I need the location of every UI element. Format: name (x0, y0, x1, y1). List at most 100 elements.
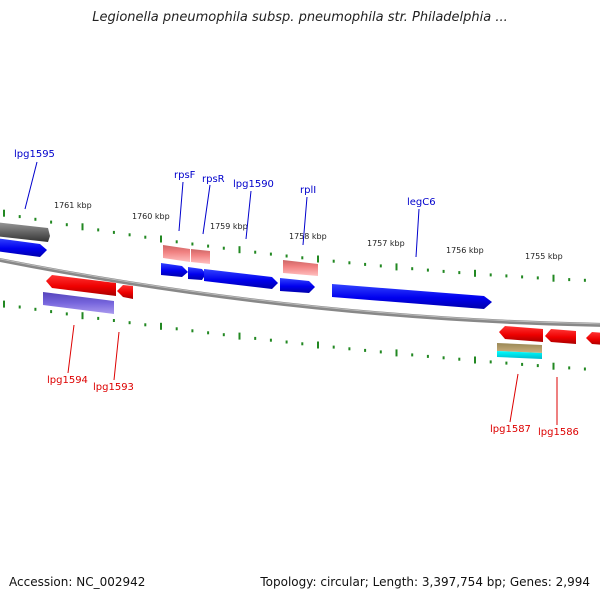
tick-mark-bottom (348, 347, 351, 351)
gene-label-lpg1594[interactable]: lpg1594 (47, 375, 88, 386)
gene-label-lpg1593[interactable]: lpg1593 (93, 382, 134, 393)
map-title: Legionella pneumophila subsp. pneumophil… (92, 10, 508, 25)
tick-mark-top (128, 233, 131, 237)
tick-mark-top (474, 269, 476, 277)
tick-mark-top (442, 269, 445, 273)
tick-mark-top (191, 242, 194, 246)
tick-mark-top (18, 215, 21, 219)
tick-mark-bottom (426, 354, 429, 358)
tick-mark-bottom (238, 332, 241, 340)
rna-feature-rpsF[interactable] (163, 245, 190, 262)
tick-mark-top (34, 217, 37, 221)
tick-mark-top (505, 274, 508, 278)
gene-arrow-lpg1586[interactable] (545, 329, 576, 344)
tick-row-top (3, 209, 586, 282)
tick-mark-bottom (317, 341, 319, 349)
tick-mark-top (458, 271, 461, 275)
rna-feature-rpsR[interactable] (191, 249, 210, 264)
tick-mark-bottom (332, 345, 335, 349)
kbp-label-1760: 1760 kbp (132, 212, 170, 221)
tick-mark-top (332, 259, 335, 263)
gene-arrow-lpg1593[interactable] (117, 285, 133, 299)
leader-lines-bottom (67, 324, 558, 425)
tick-mark-bottom (97, 316, 100, 320)
gene-arrow-rpsR[interactable] (188, 267, 206, 280)
tick-mark-bottom (552, 362, 555, 370)
gene-arrow-legC6[interactable] (332, 284, 492, 309)
genome-backbone (0, 257, 600, 327)
tick-mark-bottom (34, 307, 37, 311)
gene-label-lpg1587[interactable]: lpg1587 (490, 424, 531, 435)
tick-mark-bottom (222, 333, 225, 337)
tick-mark-bottom (50, 310, 53, 314)
tick-mark-bottom (442, 356, 445, 360)
gene-arrow-lpg1587[interactable] (499, 326, 543, 342)
tick-mark-top (364, 262, 367, 266)
tick-mark-top (65, 223, 68, 227)
gene-arrow-rplI[interactable] (280, 278, 315, 293)
tick-mark-bottom (18, 305, 21, 309)
tick-row-bottom (3, 300, 586, 371)
gene-label-lpg1586[interactable]: lpg1586 (538, 427, 579, 438)
gene-label-legC6[interactable]: legC6 (407, 197, 436, 208)
tick-mark-bottom (521, 362, 524, 366)
gene-label-lpg1595[interactable]: lpg1595 (14, 149, 55, 160)
tick-mark-bottom (568, 366, 571, 370)
tick-mark-bottom (379, 350, 382, 354)
tick-mark-bottom (285, 340, 288, 344)
gray-feature[interactable] (0, 222, 50, 242)
tick-mark-top (3, 209, 5, 217)
tan-feature[interactable] (497, 343, 542, 353)
accession-text: Accession: NC_002942 (9, 575, 146, 589)
tick-mark-top (317, 255, 319, 263)
gene-label-rplI[interactable]: rplI (300, 185, 316, 196)
gene-arrow-rpsF[interactable] (161, 263, 188, 277)
gene-arrow-right-edge[interactable] (586, 332, 600, 345)
tick-mark-top (348, 261, 351, 265)
tick-mark-top (160, 235, 162, 243)
tick-mark-top (395, 263, 398, 271)
gene-arrow-lpg1595[interactable] (0, 238, 47, 257)
tick-mark-bottom (395, 349, 398, 357)
tick-mark-bottom (160, 322, 162, 330)
gene-arrow-lpg1594[interactable] (46, 275, 116, 296)
tick-mark-bottom (536, 364, 539, 368)
tick-mark-bottom (254, 336, 257, 340)
tick-mark-bottom (191, 329, 194, 333)
kbp-label-1758: 1758 kbp (289, 232, 327, 241)
gene-label-rpsF[interactable]: rpsF (174, 170, 196, 181)
tick-mark-top (144, 235, 147, 239)
tick-mark-top (285, 254, 288, 258)
gene-arrow-lpg1590[interactable] (204, 269, 278, 289)
rna-feature-rplI[interactable] (283, 260, 318, 276)
kbp-label-1759: 1759 kbp (210, 222, 248, 231)
tick-mark-top (552, 274, 555, 282)
tick-mark-top (521, 275, 524, 279)
gene-label-rpsR[interactable]: rpsR (202, 174, 225, 185)
kbp-label-1756: 1756 kbp (446, 246, 484, 255)
tick-mark-bottom (207, 331, 210, 335)
gene-label-lpg1590[interactable]: lpg1590 (233, 179, 274, 190)
tick-mark-bottom (269, 338, 272, 342)
tick-mark-bottom (301, 342, 304, 346)
tick-mark-top (50, 220, 53, 224)
kbp-label-1757: 1757 kbp (367, 239, 405, 248)
tick-mark-bottom (458, 357, 461, 361)
tick-mark-bottom (505, 361, 508, 365)
tick-mark-bottom (364, 348, 367, 352)
tick-mark-bottom (411, 353, 414, 357)
tick-mark-top (254, 250, 257, 254)
cyan-feature[interactable] (497, 351, 542, 359)
tick-mark-bottom (175, 327, 178, 331)
tick-mark-bottom (65, 312, 68, 316)
purple-feature[interactable] (43, 292, 114, 314)
tick-mark-top (583, 278, 586, 282)
tick-mark-bottom (474, 356, 476, 364)
tick-mark-top (426, 268, 429, 272)
tick-mark-bottom (144, 323, 147, 327)
genome-stats-text: Topology: circular; Length: 3,397,754 bp… (260, 575, 590, 589)
tick-mark-top (207, 244, 210, 248)
tick-mark-top (536, 276, 539, 280)
tick-mark-top (411, 267, 414, 271)
